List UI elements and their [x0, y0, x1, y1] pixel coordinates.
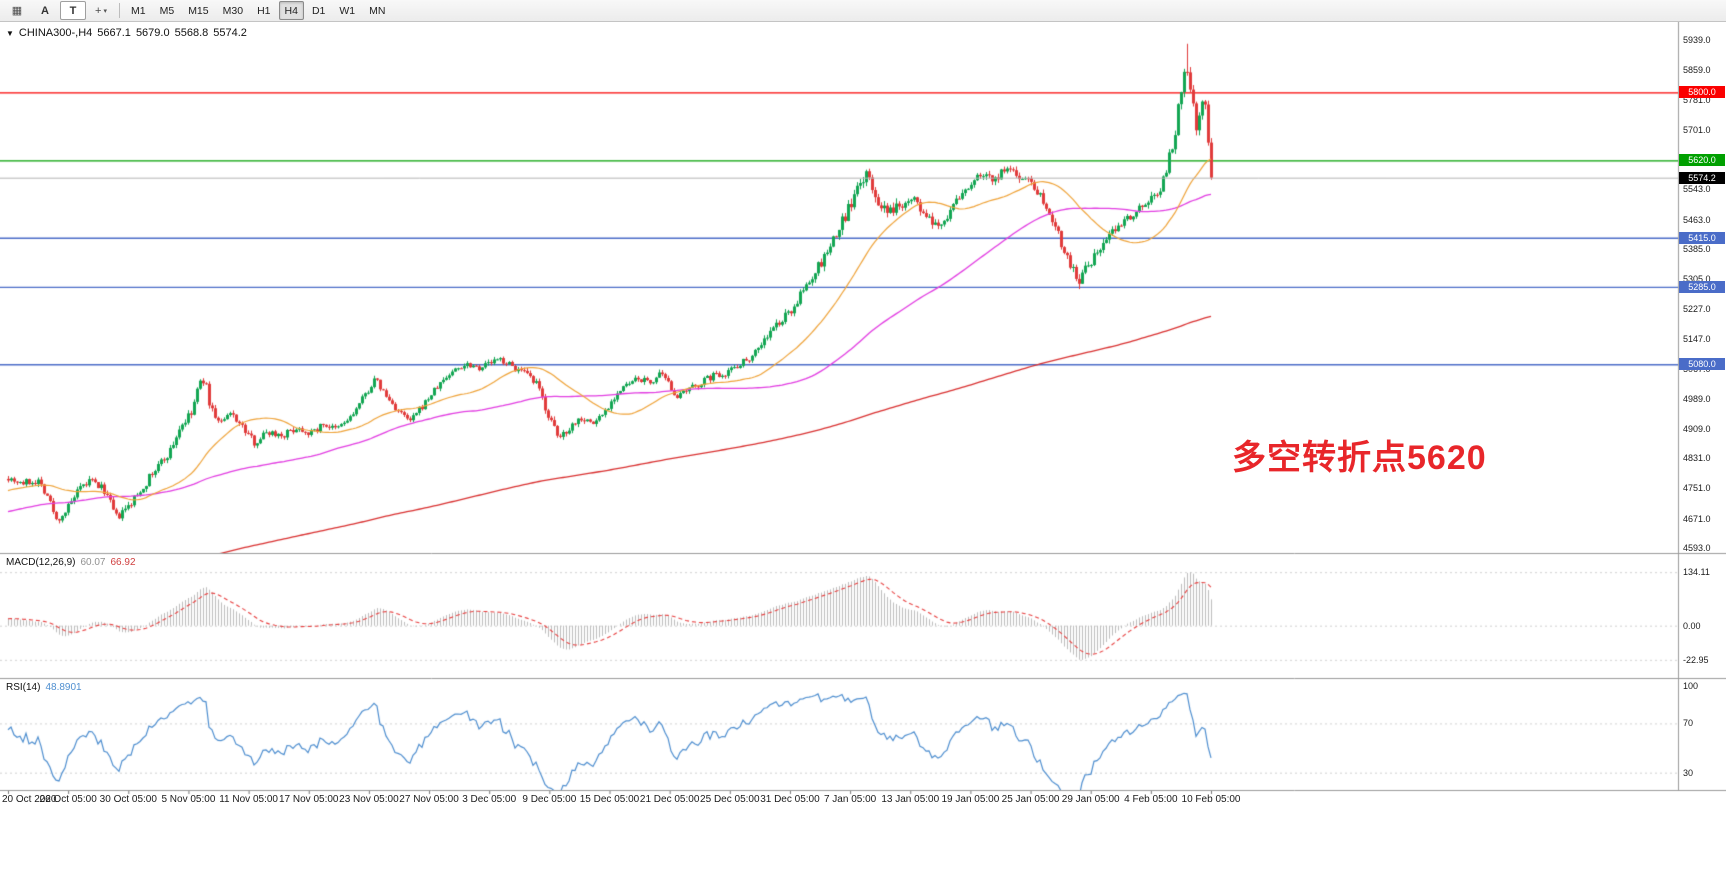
time-axis-label: 19 Jan 05:00: [941, 794, 1000, 805]
time-axis-label: 20 Oct 2020: [2, 794, 57, 805]
rsi-axis-label: 70: [1683, 718, 1694, 728]
price-axis-tick: 4909.0: [1683, 424, 1711, 434]
text-tool-button[interactable]: T: [60, 1, 86, 20]
price-axis-tick: 5701.0: [1683, 125, 1711, 135]
price-axis-tick: 5781.0: [1683, 95, 1711, 105]
price-axis-tick: 5859.0: [1683, 65, 1711, 75]
timeframe-button-h4[interactable]: H4: [278, 1, 304, 20]
time-axis-label: 3 Dec 05:00: [462, 794, 517, 805]
price-axis-tick: 5463.0: [1683, 215, 1711, 225]
time-axis-label: 26 Oct 05:00: [39, 794, 97, 805]
text-annotation-label: A: [41, 4, 49, 17]
text-tool-label: T: [69, 4, 77, 17]
macd-header: MACD(12,26,9) 60.07 66.92: [6, 557, 136, 568]
time-axis-label: 31 Dec 05:00: [760, 794, 820, 805]
macd-axis-label: -22.95: [1683, 655, 1709, 665]
price-axis-tick: 4989.0: [1683, 394, 1711, 404]
time-axis-label: 9 Dec 05:00: [522, 794, 577, 805]
price-level-badge: 5080.0: [1679, 358, 1725, 370]
macd-label: MACD(12,26,9): [6, 557, 76, 568]
time-axis-label: 11 Nov 05:00: [219, 794, 278, 805]
symbol-ohlc-header: ▼ CHINA300-,H4 5667.1 5679.0 5568.8 5574…: [6, 27, 247, 39]
time-axis-label: 27 Nov 05:00: [399, 794, 459, 805]
time-axis-label: 21 Dec 05:00: [639, 794, 700, 805]
ohlc-close: 5574.2: [213, 27, 247, 39]
timeframe-button-m30[interactable]: M30: [222, 4, 244, 17]
time-axis-label: 23 Nov 05:00: [339, 794, 399, 805]
macd-axis-label: 0.00: [1683, 621, 1701, 631]
symbol-timeframe-label: CHINA300-,H4: [18, 27, 93, 39]
price-level-badge: 5285.0: [1679, 281, 1725, 293]
timeframe-button-m15[interactable]: M15: [188, 4, 209, 17]
price-axis-tick: 5939.0: [1683, 35, 1711, 45]
time-axis-label: 30 Oct 05:00: [99, 794, 157, 805]
crosshair-tool-button[interactable]: + ▾: [88, 1, 114, 20]
toolbar-separator: [119, 3, 120, 18]
time-axis-label: 15 Dec 05:00: [579, 794, 640, 805]
rsi-header: RSI(14) 48.8901: [6, 682, 82, 693]
price-axis-tick: 5305.0: [1683, 274, 1711, 284]
macd-signal-value: 66.92: [110, 557, 136, 568]
time-axis-label: 4 Feb 05:00: [1124, 794, 1178, 805]
price-level-badge: 5800.0: [1679, 86, 1725, 98]
timeframe-button-h1[interactable]: H1: [257, 4, 271, 17]
price-axis-tick: 5147.0: [1683, 334, 1711, 344]
timeframe-button-mn[interactable]: MN: [369, 4, 386, 17]
chart-annotation-text: 多空转折点5620: [1232, 439, 1487, 477]
ohlc-low: 5568.8: [174, 27, 209, 39]
chart-grid-icon: ▦: [11, 5, 23, 17]
chart-canvas[interactable]: [0, 22, 1726, 892]
price-axis-tick: 4751.0: [1683, 483, 1711, 493]
timeframe-group: M1 M5 M15 M30 H1 H4 D1 W1 MN: [125, 1, 391, 20]
time-axis-label: 17 Nov 05:00: [279, 794, 339, 805]
ohlc-high: 5679.0: [135, 27, 170, 39]
time-axis-label: 7 Jan 05:00: [823, 794, 877, 805]
time-axis-label: 29 Jan 05:00: [1061, 794, 1120, 805]
timeframe-button-d1[interactable]: D1: [311, 4, 326, 17]
top-toolbar: ▦ A T + ▾ M1 M5 M15 M30 H1 H4 D1 W1 MN: [0, 0, 1726, 22]
ohlc-open: 5667.1: [97, 27, 131, 39]
price-axis-tick: 5385.0: [1683, 244, 1711, 254]
price-axis-tick: 4671.0: [1683, 514, 1711, 524]
price-axis-tick: 4831.0: [1683, 453, 1711, 463]
price-level-badge: 5620.0: [1679, 154, 1725, 166]
rsi-axis-label: 100: [1683, 681, 1699, 691]
timeframe-button-w1[interactable]: W1: [339, 4, 356, 17]
rsi-value: 48.8901: [45, 682, 82, 693]
rsi-axis-label: 30: [1683, 768, 1694, 778]
price-level-badge: 5415.0: [1679, 232, 1725, 244]
chart-area: ▼ CHINA300-,H4 5667.1 5679.0 5568.8 5574…: [0, 22, 1726, 892]
drawing-tools-group: ▦ A T + ▾: [4, 1, 114, 20]
symbol-dropdown-caret[interactable]: ▼: [6, 28, 14, 38]
macd-value: 60.07: [80, 557, 106, 568]
time-axis-label: 25 Jan 05:00: [1001, 794, 1060, 805]
price-axis-tick: 4593.0: [1683, 543, 1711, 553]
current-price-badge: 5574.2: [1679, 172, 1725, 184]
dropdown-caret-icon: ▾: [103, 7, 107, 15]
timeframe-button-m5[interactable]: M5: [159, 4, 175, 17]
time-axis-label: 13 Jan 05:00: [881, 794, 940, 805]
time-axis-label: 5 Nov 05:00: [161, 794, 216, 805]
macd-axis-label: 134.11: [1683, 567, 1710, 577]
price-axis-tick: 5543.0: [1683, 184, 1711, 194]
time-axis-label: 25 Dec 05:00: [700, 794, 760, 805]
chart-grid-button[interactable]: ▦: [4, 1, 30, 20]
rsi-label: RSI(14): [6, 682, 41, 693]
time-axis-label: 10 Feb 05:00: [1181, 794, 1241, 805]
crosshair-tool-icon: +: [95, 4, 102, 17]
price-axis-tick: 5227.0: [1683, 304, 1711, 314]
text-annotation-button[interactable]: A: [32, 1, 58, 20]
timeframe-button-m1[interactable]: M1: [131, 4, 146, 17]
